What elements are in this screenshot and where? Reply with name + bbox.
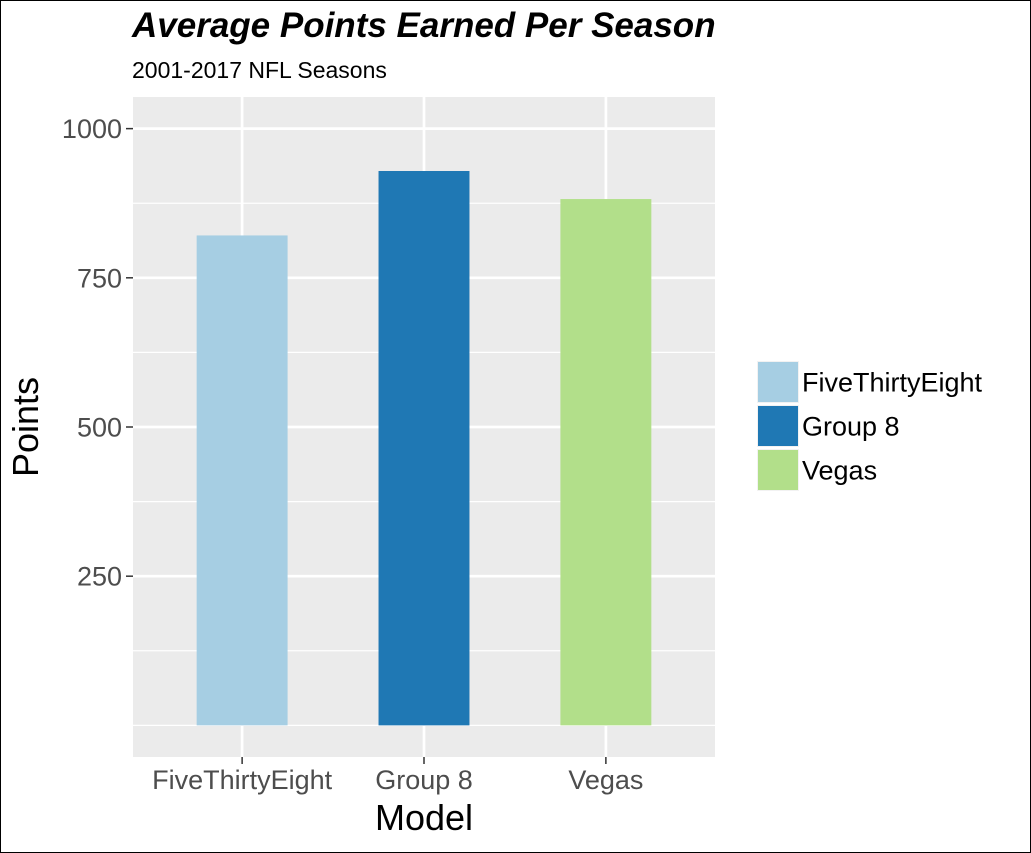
x-tick-label: Group 8 xyxy=(375,765,473,795)
x-tick-label: FiveThirtyEight xyxy=(152,765,333,795)
y-tick-label: 500 xyxy=(77,413,122,443)
bar-layer xyxy=(196,170,652,726)
x-axis-title: Model xyxy=(375,797,473,838)
chart-title: Average Points Earned Per Season xyxy=(131,6,716,45)
bar xyxy=(560,199,652,726)
y-tick-label: 750 xyxy=(77,263,122,293)
legend-swatch xyxy=(758,406,798,446)
y-tick-label: 1000 xyxy=(62,114,122,144)
axis-layer: 250 500 750 1000 FiveThirtyEight Group 8 Vegas xyxy=(62,114,643,795)
legend-swatch xyxy=(758,362,798,402)
chart-subtitle: 2001-2017 NFL Seasons xyxy=(132,57,387,83)
legend-label: Group 8 xyxy=(802,412,900,442)
legend: FiveThirtyEight Group 8 Vegas xyxy=(757,361,983,491)
y-tick-label: 250 xyxy=(77,562,122,592)
y-axis-title: Points xyxy=(5,377,46,477)
x-tick-label: Vegas xyxy=(568,765,643,795)
legend-swatch xyxy=(758,450,798,490)
legend-label: FiveThirtyEight xyxy=(802,368,983,398)
bar xyxy=(378,170,470,726)
bar xyxy=(196,235,288,726)
legend-label: Vegas xyxy=(802,456,877,486)
